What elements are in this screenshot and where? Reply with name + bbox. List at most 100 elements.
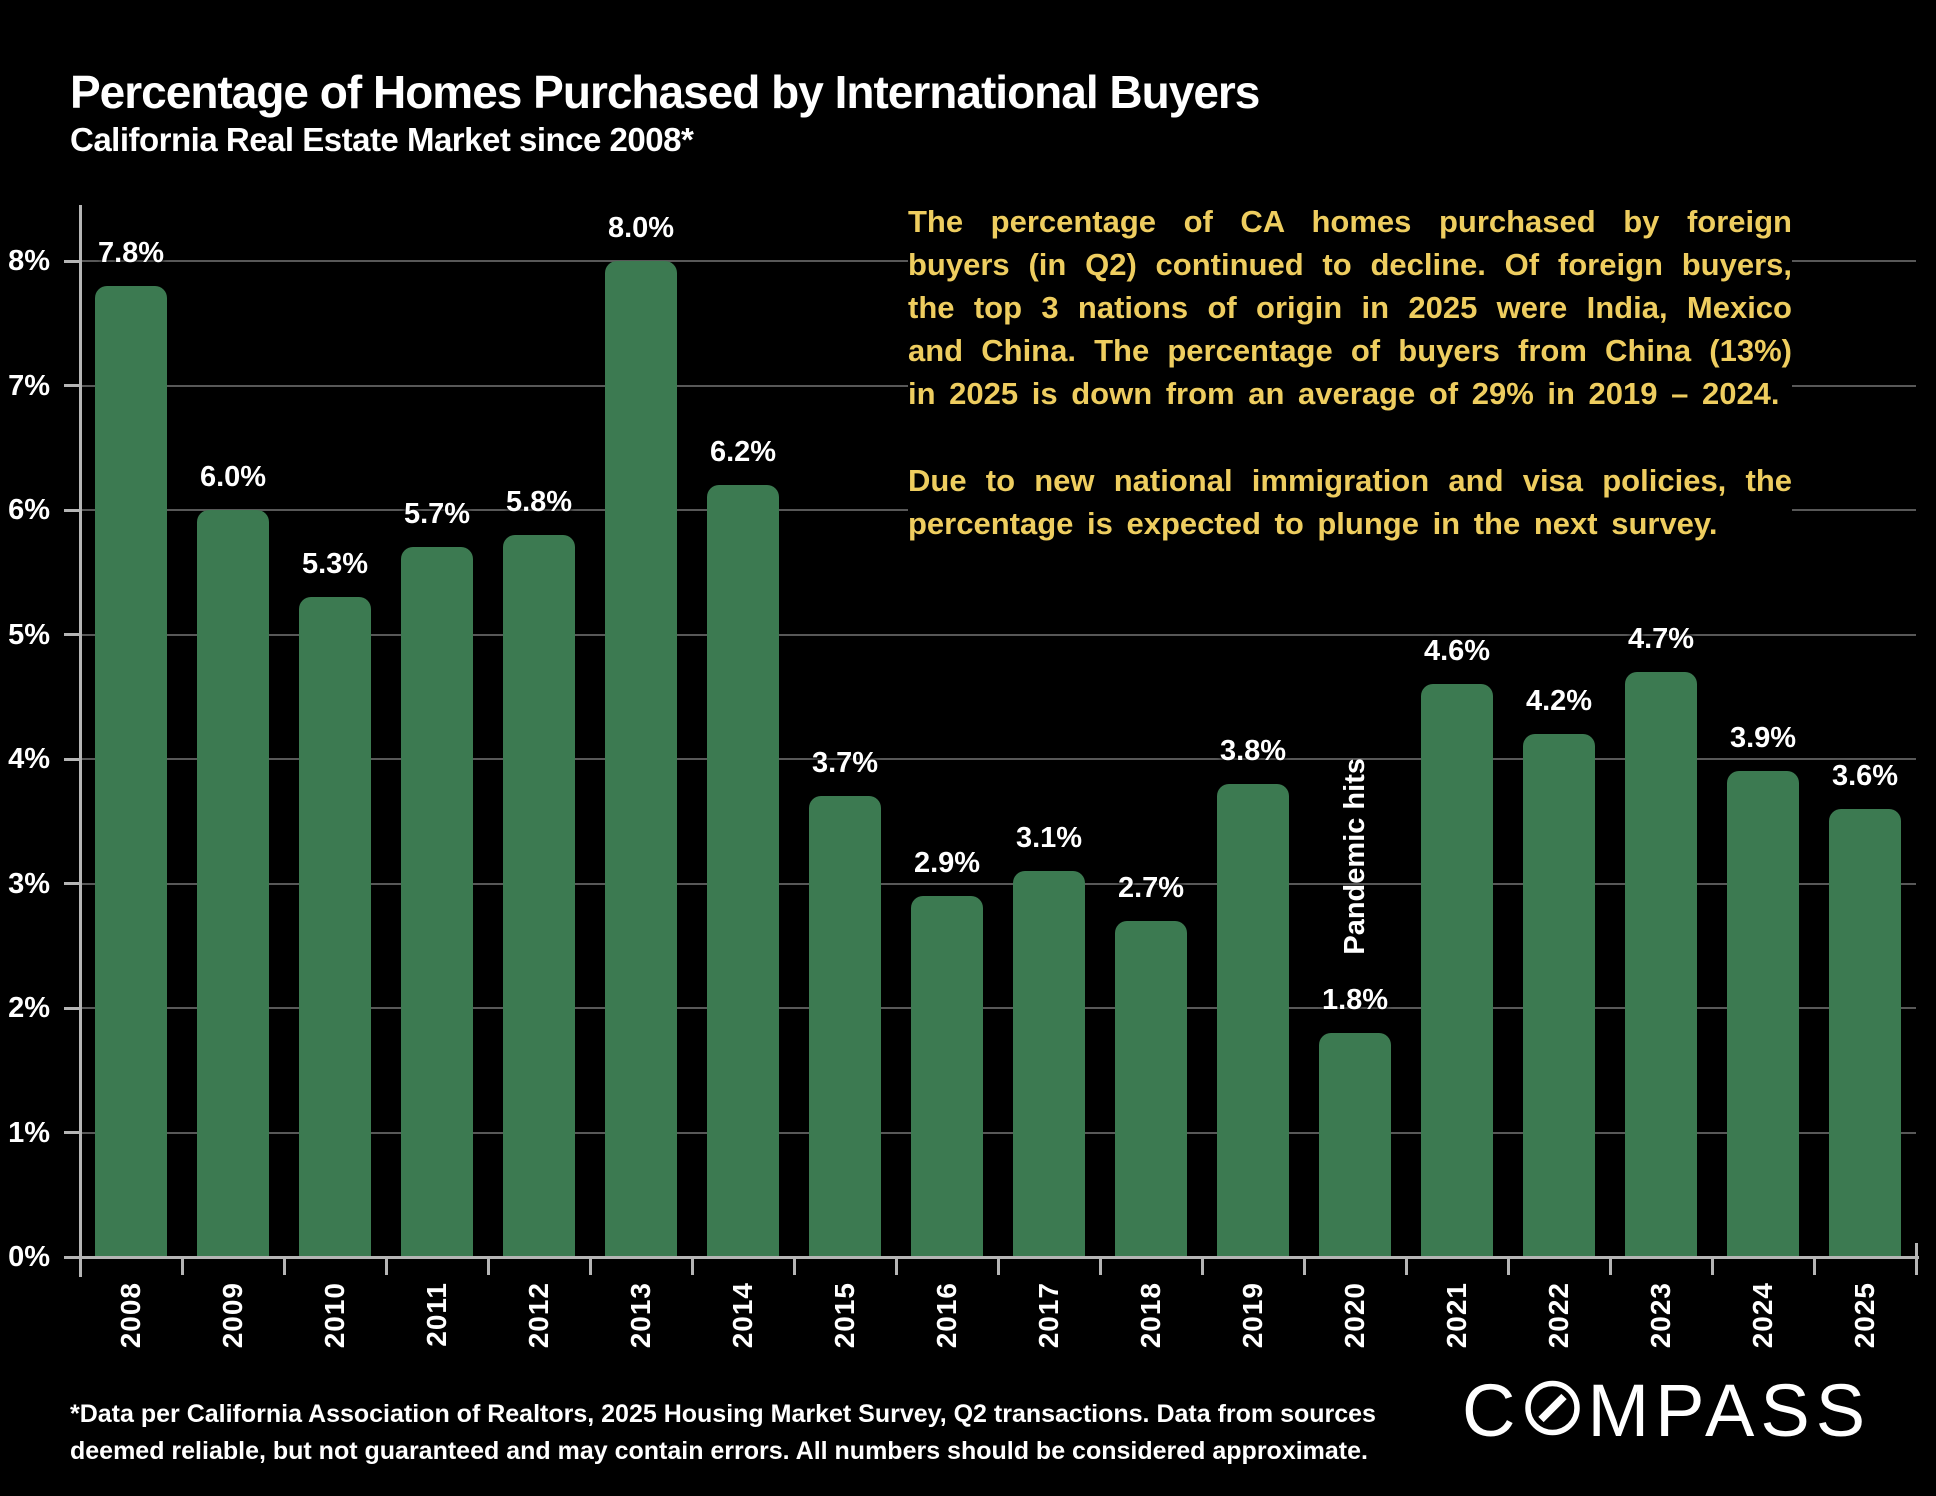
x-axis-tick	[486, 1257, 490, 1275]
year-label: 2020	[1339, 1282, 1370, 1349]
y-axis-label: 0%	[8, 1241, 50, 1273]
bar-2018	[1115, 920, 1187, 1257]
y-axis-label: 8%	[8, 245, 50, 277]
gridline-3pct	[80, 882, 1916, 885]
bar-value-label: 8.0%	[607, 212, 675, 244]
compass-logo: C MPASS	[1462, 1374, 1871, 1448]
year-label: 2013	[625, 1282, 656, 1349]
x-axis-line	[79, 1256, 1919, 1259]
bar-2021	[1421, 684, 1493, 1257]
gridline-2pct	[80, 1007, 1916, 1009]
bar-value-label: 6.0%	[199, 461, 267, 493]
logo-letter: S	[1815, 1369, 1872, 1452]
pandemic-hits-annotation: Pandemic hits	[1339, 758, 1371, 955]
commentary-block: The percentage of CA homes purchased by …	[908, 200, 1792, 545]
y-axis-line	[79, 205, 82, 1277]
year-label: 2021	[1441, 1282, 1472, 1349]
x-axis-end-tick	[1914, 1243, 1918, 1257]
commentary-paragraph-1: The percentage of CA homes purchased by …	[908, 204, 1792, 411]
bar-2017	[1013, 871, 1085, 1257]
logo-letter: M	[1587, 1369, 1656, 1452]
bar-value-label: 3.7%	[811, 747, 879, 780]
year-label: 2015	[829, 1282, 860, 1349]
bar-value-label: 5.8%	[505, 485, 573, 518]
year-label: 2025	[1849, 1282, 1880, 1349]
year-label: 2017	[1033, 1282, 1064, 1349]
x-axis-tick	[894, 1257, 898, 1275]
bar-value-label: 5.3%	[301, 548, 369, 581]
y-axis-label: 6%	[8, 494, 50, 526]
x-axis-tick	[588, 1257, 592, 1275]
year-label: 2011	[421, 1282, 452, 1347]
year-label: 2016	[931, 1282, 962, 1349]
x-axis-tick	[996, 1257, 1000, 1275]
y-axis-tick	[64, 1006, 80, 1010]
bar-2009	[197, 510, 269, 1257]
x-axis-tick	[1506, 1257, 1510, 1275]
year-label: 2009	[217, 1282, 248, 1349]
x-axis-tick	[180, 1257, 184, 1275]
year-label: 2008	[115, 1282, 146, 1349]
year-label: 2022	[1543, 1282, 1574, 1349]
year-label: 2018	[1135, 1282, 1166, 1349]
y-axis-tick	[64, 1255, 80, 1259]
gridline-1pct	[80, 1131, 1916, 1134]
bar-value-label: 3.9%	[1729, 722, 1797, 755]
footnote-disclaimer: *Data per California Association of Real…	[70, 1400, 1376, 1465]
bar-value-label: 3.1%	[1015, 822, 1083, 855]
y-axis-tick	[64, 882, 80, 885]
commentary-paragraph-2: Due to new national immigration and visa…	[908, 463, 1792, 541]
year-label: 2012	[523, 1282, 554, 1349]
bar-value-label: 4.2%	[1525, 685, 1593, 718]
x-axis-tick	[384, 1257, 388, 1275]
bar-value-label: 1.8%	[1321, 983, 1389, 1016]
gridline-5pct	[80, 633, 1916, 636]
bar-2012	[503, 534, 575, 1257]
bar-value-label: 7.8%	[97, 236, 165, 269]
bar-2022	[1523, 734, 1595, 1257]
bar-value-label: 2.9%	[913, 846, 981, 879]
bar-2014	[707, 485, 779, 1257]
bar-2016	[911, 895, 983, 1257]
bar-value-label: 4.7%	[1627, 622, 1695, 655]
gridline-4pct	[80, 758, 1916, 760]
bar-2015	[809, 796, 881, 1257]
x-axis-tick	[1914, 1257, 1918, 1275]
bar-value-label: 2.7%	[1117, 871, 1185, 904]
year-label: 2010	[319, 1282, 350, 1349]
year-label: 2023	[1645, 1282, 1676, 1349]
y-axis-label: 3%	[8, 867, 50, 900]
x-axis-tick	[282, 1257, 286, 1275]
x-axis-tick	[1200, 1257, 1204, 1275]
x-axis-tick	[1608, 1257, 1612, 1275]
bar-2010	[299, 597, 371, 1257]
y-axis-tick	[64, 757, 80, 761]
y-axis-tick	[64, 1131, 80, 1134]
y-axis-label: 4%	[8, 743, 50, 775]
bar-value-label: 6.2%	[709, 436, 777, 469]
bar-value-label: 3.6%	[1831, 759, 1899, 792]
y-axis-tick	[64, 259, 80, 263]
year-label: 2019	[1237, 1282, 1268, 1349]
year-label: 2014	[727, 1282, 758, 1349]
x-axis-tick	[1404, 1257, 1408, 1275]
chart-title: Percentage of Homes Purchased by Interna…	[70, 65, 1260, 118]
y-axis-label: 1%	[8, 1116, 50, 1149]
bar-2020	[1319, 1032, 1391, 1257]
chart-subtitle: California Real Estate Market since 2008…	[70, 121, 694, 159]
y-axis-label: 5%	[8, 618, 50, 651]
bar-2011	[401, 547, 473, 1257]
bar-2025	[1829, 808, 1901, 1257]
compass-needle-o-icon	[1523, 1374, 1582, 1436]
y-axis-label: 7%	[8, 369, 50, 402]
logo-letter: C	[1462, 1369, 1522, 1452]
x-axis-tick	[1812, 1257, 1816, 1275]
y-axis-tick	[64, 508, 80, 512]
x-axis-tick	[792, 1257, 796, 1275]
bar-2024	[1727, 771, 1799, 1257]
logo-letter: S	[1760, 1369, 1816, 1452]
x-axis-tick	[1098, 1257, 1102, 1275]
x-axis-tick	[690, 1257, 694, 1275]
logo-letter: P	[1655, 1369, 1705, 1452]
